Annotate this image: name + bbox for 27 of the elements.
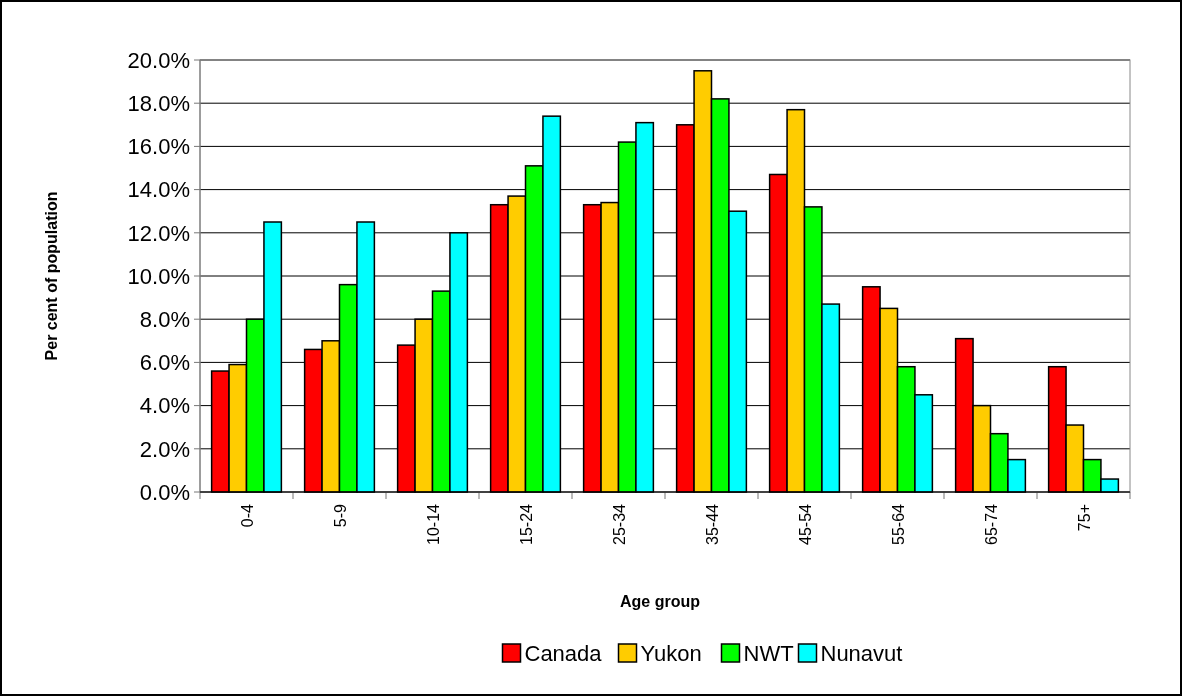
y-tick-label: 16.0% — [127, 134, 190, 160]
y-tick-label: 4.0% — [139, 393, 190, 419]
y-tick-label: 6.0% — [139, 350, 190, 376]
x-tick-label: 35-44 — [703, 503, 721, 545]
x-tick-label: 55-64 — [889, 503, 907, 545]
legend-label: Nunavut — [820, 640, 903, 666]
legend-label: NWT — [743, 640, 794, 666]
x-tick-label: 15-24 — [517, 503, 535, 545]
x-tick-label: 45-54 — [796, 503, 814, 545]
y-tick-label: 14.0% — [127, 177, 190, 203]
x-tick-label: 5-9 — [331, 503, 349, 528]
y-tick-label: 0.0% — [139, 479, 190, 505]
y-tick-label: 10.0% — [127, 263, 190, 289]
x-tick-label: 10-14 — [424, 503, 442, 545]
y-axis-title: Per cent of population — [43, 191, 60, 361]
y-tick-label: 2.0% — [139, 436, 190, 462]
y-tick-label: 20.0% — [127, 47, 190, 73]
y-tick-label: 8.0% — [139, 306, 190, 332]
y-tick-label: 18.0% — [127, 90, 190, 116]
x-tick-label: 0-4 — [238, 503, 256, 528]
x-tick-label: 65-74 — [982, 503, 1000, 545]
x-tick-label: 25-34 — [610, 503, 628, 545]
legend-label: Canada — [524, 640, 603, 666]
x-axis-title: Age group — [620, 593, 701, 610]
x-tick-label: 75+ — [1075, 504, 1093, 532]
legend-label: Yukon — [640, 640, 702, 666]
y-tick-label: 12.0% — [127, 220, 190, 246]
